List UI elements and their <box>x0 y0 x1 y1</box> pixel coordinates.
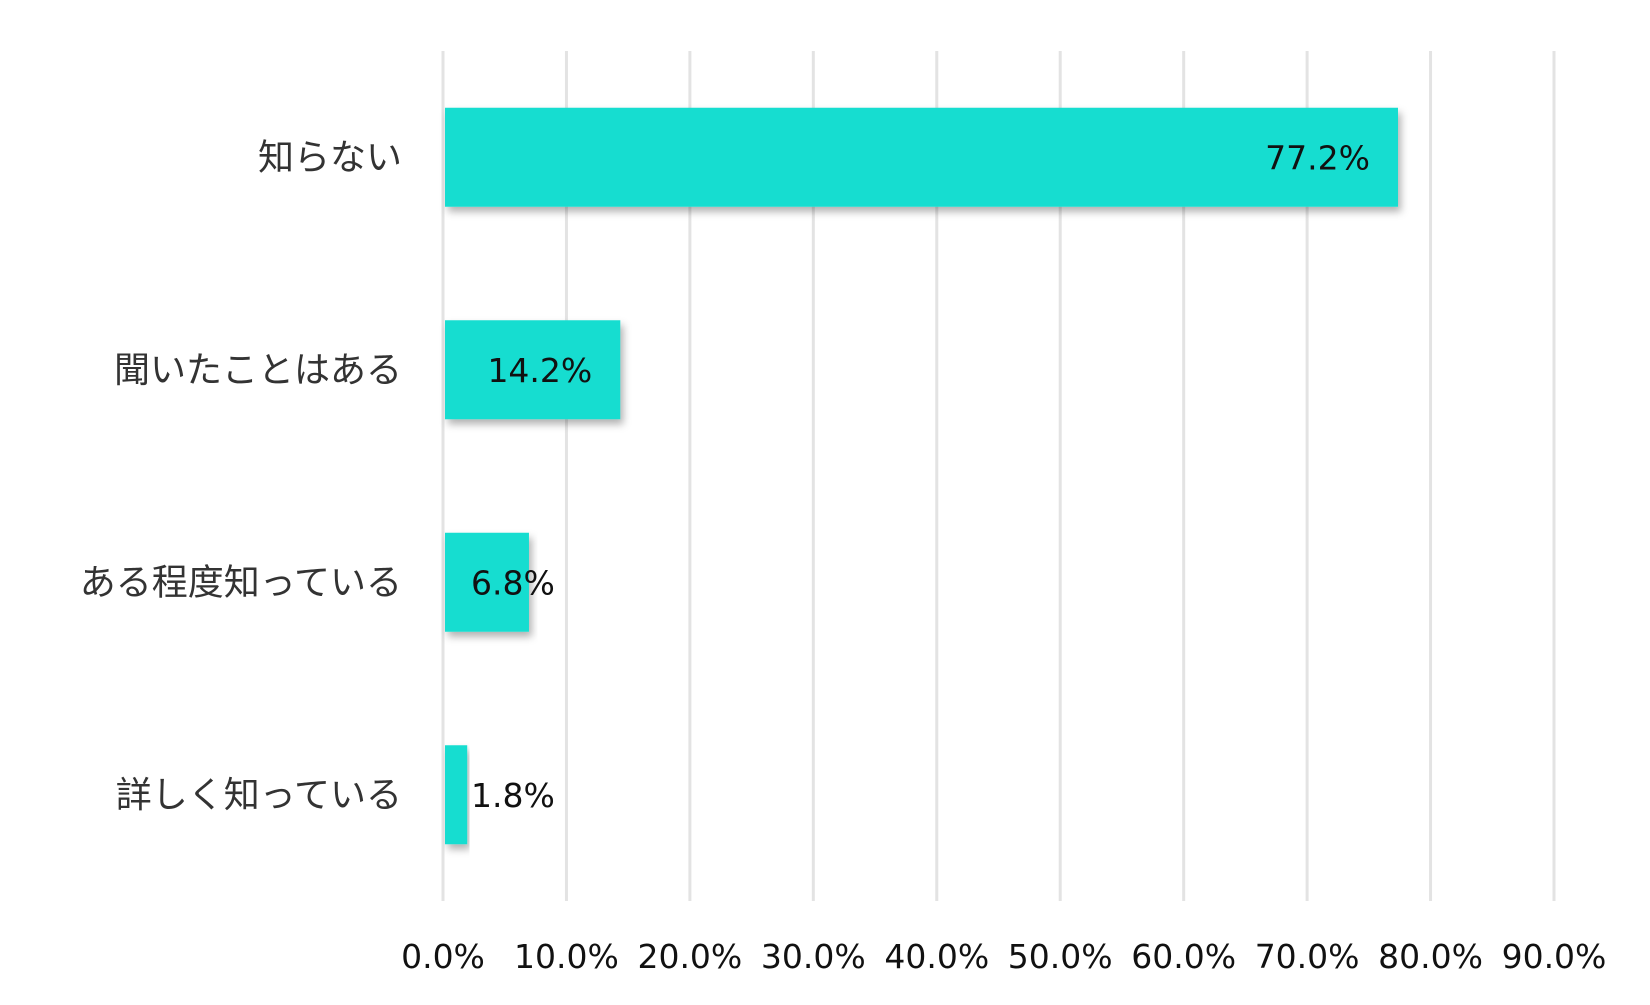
x-tick-label: 60.0% <box>1131 937 1236 976</box>
data-label: 77.2% <box>1265 138 1370 177</box>
x-axis-tick-labels: 0.0% 10.0% 20.0% 30.0% 40.0% 50.0% 60.0% 70.0% 8… <box>401 937 1606 976</box>
category-label: 詳しく知っている <box>116 775 402 816</box>
data-labels: 77.2% 14.2% 6.8% 1.8% <box>471 138 1370 815</box>
x-tick-label: 20.0% <box>637 937 742 976</box>
x-tick-label: 40.0% <box>884 937 989 976</box>
category-label: 聞いたことはある <box>114 350 402 391</box>
data-label: 1.8% <box>471 776 555 815</box>
x-tick-label: 80.0% <box>1378 937 1483 976</box>
x-tick-label: 70.0% <box>1255 937 1360 976</box>
data-label: 6.8% <box>471 563 555 602</box>
x-tick-label: 50.0% <box>1008 937 1113 976</box>
bar <box>445 107 1398 207</box>
x-tick-label: 0.0% <box>401 937 485 976</box>
x-tick-label: 10.0% <box>514 937 619 976</box>
data-label: 14.2% <box>487 351 592 390</box>
bar <box>445 532 529 632</box>
bars <box>445 107 1398 845</box>
x-tick-label: 90.0% <box>1502 937 1607 976</box>
bar <box>445 745 468 845</box>
category-label: ある程度知っている <box>80 562 402 603</box>
category-label: 知らない <box>258 137 402 178</box>
bar <box>445 320 621 420</box>
x-tick-label: 30.0% <box>761 937 866 976</box>
